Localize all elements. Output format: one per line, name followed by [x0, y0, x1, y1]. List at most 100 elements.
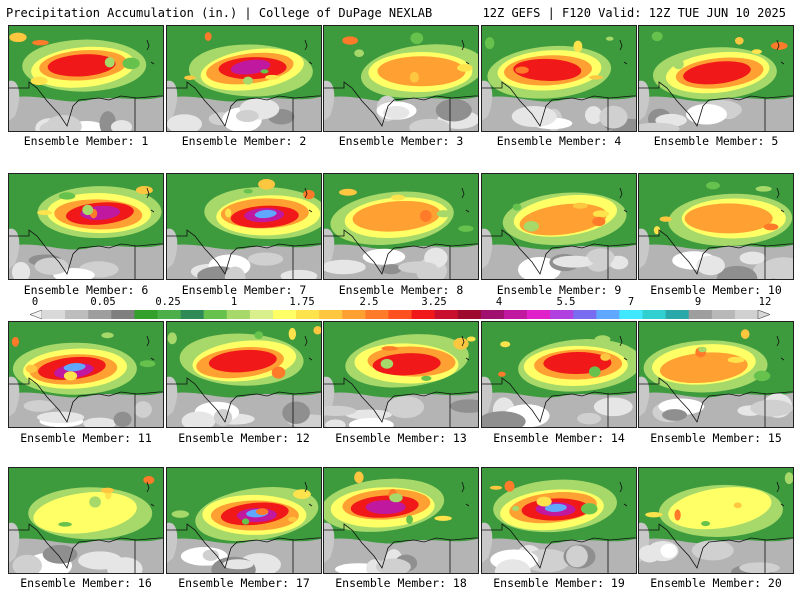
colorbar-tick-label: 12 — [758, 296, 772, 308]
precipitation-field — [9, 26, 163, 131]
ensemble-member-map — [638, 25, 794, 132]
precipitation-field — [9, 468, 163, 573]
colorbar-swatch — [411, 310, 435, 319]
precipitation-field — [639, 322, 793, 427]
ensemble-member-label: Ensemble Member: 15 — [650, 431, 782, 445]
colorbar-swatch — [550, 310, 574, 319]
ensemble-member-label: Ensemble Member: 12 — [178, 431, 310, 445]
colorbar-tick-label: 2.5 — [359, 296, 379, 308]
colorbar-swatch — [342, 310, 366, 319]
run-valid-time: 12Z GEFS | F120 Valid: 12Z TUE JUN 10 20… — [482, 6, 786, 20]
ensemble-member-map — [323, 467, 479, 574]
ensemble-member-map — [8, 25, 164, 132]
ensemble-member-map — [166, 321, 322, 428]
colorbar-swatch — [503, 310, 528, 319]
map-title: Precipitation Accumulation (in.) | Colle… — [6, 6, 433, 20]
colorbar-tick-label: 9 — [694, 296, 702, 308]
colorbar-swatch — [272, 310, 297, 319]
precipitation-field — [639, 26, 793, 131]
precipitation-field — [9, 174, 163, 279]
colorbar-swatch — [619, 310, 643, 319]
ensemble-member-map — [481, 25, 637, 132]
colorbar-swatch — [296, 310, 320, 319]
ensemble-member-label: Ensemble Member: 2 — [181, 134, 307, 148]
colorbar-swatch — [249, 310, 274, 319]
ensemble-member-map — [323, 173, 479, 280]
colorbar-swatch — [573, 310, 597, 319]
colorbar-swatch — [365, 310, 389, 319]
colorbar-swatch — [203, 310, 228, 319]
precipitation-field — [324, 174, 478, 279]
colorbar-swatch — [711, 310, 736, 319]
precipitation-field — [639, 174, 793, 279]
ensemble-member-label: Ensemble Member: 13 — [335, 431, 467, 445]
colorbar-tick-label: 1.75 — [289, 296, 315, 308]
colorbar-swatch — [65, 310, 89, 319]
ensemble-member-label: Ensemble Member: 7 — [181, 283, 307, 297]
ensemble-member-label: Ensemble Member: 5 — [653, 134, 779, 148]
colorbar-swatch — [42, 310, 66, 319]
ensemble-member-label: Ensemble Member: 9 — [496, 283, 622, 297]
colorbar-swatch — [157, 310, 181, 319]
precipitation-field — [482, 174, 636, 279]
ensemble-member-map — [323, 25, 479, 132]
ensemble-member-map — [8, 321, 164, 428]
colorbar-swatch — [688, 310, 713, 319]
ensemble-member-label: Ensemble Member: 20 — [650, 576, 782, 590]
colorbar-tick-label: 4 — [495, 296, 503, 308]
colorbar-swatch — [434, 310, 459, 319]
ensemble-member-map — [638, 321, 794, 428]
colorbar-swatch — [88, 310, 112, 319]
ensemble-member-label: Ensemble Member: 17 — [178, 576, 310, 590]
colorbar-swatch — [665, 310, 690, 319]
colorbar-tick-label: 5.5 — [556, 296, 576, 308]
ensemble-member-map — [638, 467, 794, 574]
colorbar-swatch — [388, 310, 412, 319]
ensemble-member-map — [638, 173, 794, 280]
ensemble-member-label: Ensemble Member: 11 — [20, 431, 152, 445]
precipitation-field — [324, 26, 478, 131]
ensemble-member-map — [8, 467, 164, 574]
ensemble-member-label: Ensemble Member: 18 — [335, 576, 467, 590]
colorbar-tick-label: 0.05 — [90, 296, 116, 308]
colorbar-max-arrow — [757, 310, 770, 319]
ensemble-member-label: Ensemble Member: 8 — [338, 283, 464, 297]
precipitation-field — [482, 468, 636, 573]
precipitation-colorbar — [30, 310, 770, 319]
colorbar-tick-label: 7 — [627, 296, 635, 308]
ensemble-member-label: Ensemble Member: 19 — [493, 576, 625, 590]
colorbar-tick-label: 3.25 — [421, 296, 447, 308]
ensemble-member-map — [323, 321, 479, 428]
colorbar-tick-label: 1 — [230, 296, 238, 308]
colorbar-labels: 0 0.05 0.25 1 1.75 2.5 3.25 4 5.5 7 9 12 — [0, 296, 800, 308]
precipitation-field — [324, 322, 478, 427]
precipitation-field — [167, 322, 321, 427]
ensemble-member-label: Ensemble Member: 6 — [23, 283, 149, 297]
ensemble-member-map — [481, 173, 637, 280]
colorbar-tick-label: 0.25 — [155, 296, 181, 308]
precipitation-field — [9, 322, 163, 427]
ensemble-member-label: Ensemble Member: 16 — [20, 576, 152, 590]
colorbar-min-arrow — [30, 310, 43, 319]
precipitation-field — [167, 468, 321, 573]
precipitation-field — [482, 26, 636, 131]
ensemble-member-label: Ensemble Member: 14 — [493, 431, 625, 445]
ensemble-member-label: Ensemble Member: 1 — [23, 134, 149, 148]
colorbar-swatch — [111, 310, 135, 319]
colorbar-swatch — [527, 310, 551, 319]
colorbar-swatch — [180, 310, 204, 319]
colorbar-swatch — [134, 310, 158, 319]
ensemble-member-map — [481, 467, 637, 574]
colorbar-swatch — [596, 310, 620, 319]
ensemble-member-label: Ensemble Member: 4 — [496, 134, 622, 148]
precipitation-field — [482, 322, 636, 427]
precipitation-field — [167, 174, 321, 279]
colorbar-swatch — [642, 310, 666, 319]
precipitation-field — [324, 468, 478, 573]
colorbar-swatch — [226, 310, 251, 319]
ensemble-member-label: Ensemble Member: 3 — [338, 134, 464, 148]
ensemble-member-map — [481, 321, 637, 428]
ensemble-member-map — [166, 173, 322, 280]
ensemble-member-map — [8, 173, 164, 280]
precipitation-field — [639, 468, 793, 573]
